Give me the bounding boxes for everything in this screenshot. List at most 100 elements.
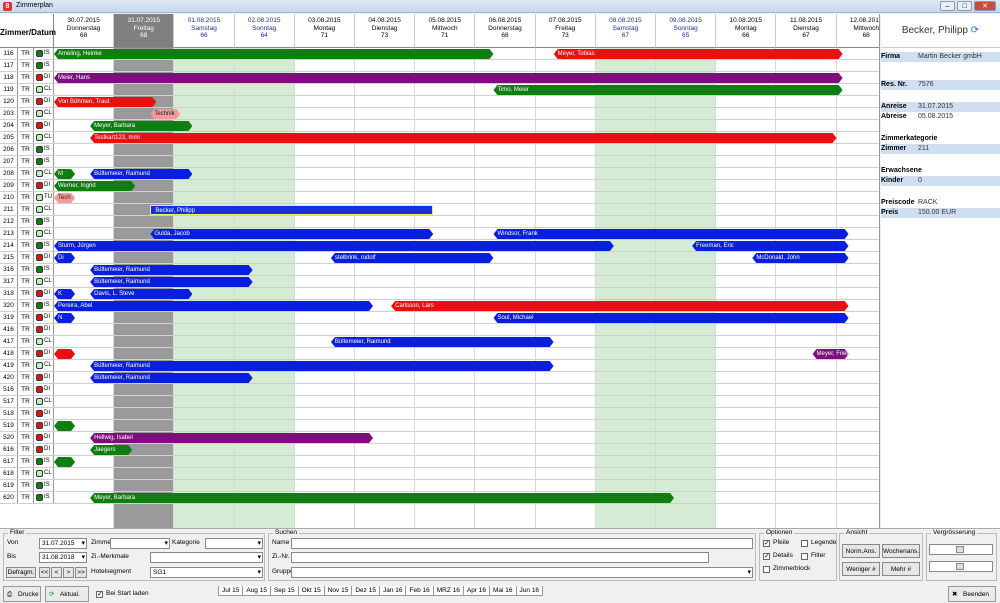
room-row[interactable]: 215 TR DI — [0, 252, 879, 264]
room-row[interactable]: 619 TR IS — [0, 480, 879, 492]
booking-bar[interactable]: Hellwig, Isabel — [90, 433, 373, 443]
booking-bar[interactable]: Soul, Michael — [493, 313, 848, 323]
zoom-slider-vertical[interactable] — [929, 561, 993, 572]
room-status[interactable]: IS — [34, 216, 54, 227]
room-row[interactable]: 204 TR DI — [0, 120, 879, 132]
month-tab[interactable]: Sep 15 — [269, 586, 299, 596]
room-row[interactable]: 420 TR DI — [0, 372, 879, 384]
filter-checkbox[interactable] — [801, 553, 808, 560]
booking-bar[interactable]: Sturm, Jürgen — [54, 241, 614, 251]
search-gruppe-select[interactable] — [291, 567, 753, 578]
booking-bar[interactable]: Freeman, Eric — [692, 241, 849, 251]
month-tab[interactable]: Aug 15 — [242, 586, 271, 596]
month-tab[interactable]: Apr 16 — [462, 586, 491, 596]
hotelsegment-select[interactable]: SG1 — [150, 567, 263, 578]
day-header[interactable]: 09.08.2015 Sonntag 65 — [656, 14, 717, 48]
room-status[interactable]: DI — [34, 348, 54, 359]
room-status[interactable]: IS — [34, 492, 54, 503]
room-row[interactable]: 518 TR DI — [0, 408, 879, 420]
room-status[interactable]: DI — [34, 432, 54, 443]
day-header[interactable]: 03.08.2015 Montag 71 — [294, 14, 355, 48]
room-row[interactable]: 618 TR CL — [0, 468, 879, 480]
room-row[interactable]: 620 TR IS — [0, 492, 879, 504]
defrag-button[interactable]: Defragm. — [6, 567, 36, 578]
pfeile-checkbox[interactable]: ✓ — [763, 540, 770, 547]
room-row[interactable]: 213 TR CL — [0, 228, 879, 240]
room-status[interactable]: CL — [34, 84, 54, 95]
booking-bar[interactable]: M — [54, 169, 75, 179]
room-row[interactable]: 318 TR DI — [0, 288, 879, 300]
room-row[interactable]: 117 TR IS — [0, 60, 879, 72]
month-tab[interactable]: Jan 16 — [378, 586, 407, 596]
room-status[interactable]: TU — [34, 192, 54, 203]
more-button[interactable]: Mehr # — [882, 562, 920, 576]
room-row[interactable]: 616 TR DI — [0, 444, 879, 456]
day-header[interactable]: 04.08.2015 Dienstag 73 — [355, 14, 416, 48]
kategorie-select[interactable] — [205, 538, 263, 549]
booking-bar[interactable]: Von Böhmen, Traut — [54, 97, 156, 107]
booking-bar[interactable]: Technik — [150, 109, 180, 119]
room-status[interactable]: CL — [34, 276, 54, 287]
room-status[interactable]: DI — [34, 312, 54, 323]
booking-bar[interactable]: stelbrink, rudolf — [331, 253, 494, 263]
room-status[interactable]: IS — [34, 300, 54, 311]
nav-first-button[interactable]: << — [39, 567, 50, 578]
room-status[interactable]: IS — [34, 156, 54, 167]
booking-bar[interactable]: McDonald, John — [752, 253, 848, 263]
booking-bar[interactable] — [54, 421, 75, 431]
room-row[interactable]: 416 TR DI — [0, 324, 879, 336]
month-tab[interactable]: Nov 15 — [323, 586, 353, 596]
booking-bar[interactable]: Davis, L. Steve — [90, 289, 192, 299]
room-row[interactable]: 118 TR DI — [0, 72, 879, 84]
booking-bar[interactable]: Timo, Meier — [493, 85, 842, 95]
booking-bar[interactable] — [54, 349, 75, 359]
booking-bar[interactable]: Werner, Ingrid — [54, 181, 135, 191]
room-row[interactable]: 211 TR CL — [0, 204, 879, 216]
von-date-picker[interactable]: 31.07.2015 — [39, 538, 87, 549]
search-name-input[interactable] — [291, 538, 753, 549]
booking-bar[interactable]: Tech — [54, 193, 75, 203]
month-tab[interactable]: Mai 16 — [489, 586, 517, 596]
booking-bar[interactable]: Becker, Philipp — [150, 205, 434, 215]
room-row[interactable]: 520 TR DI — [0, 432, 879, 444]
booking-bar[interactable]: Testkart123, mmi — [90, 133, 836, 143]
booking-bar[interactable]: Bültemeier, Raimund — [90, 265, 253, 275]
room-row[interactable]: 320 TR IS — [0, 300, 879, 312]
day-header[interactable]: 30.07.2015 Donnerstag 68 — [54, 14, 115, 48]
booking-bar[interactable]: Jaegers — [90, 445, 132, 455]
room-status[interactable]: IS — [34, 264, 54, 275]
legende-checkbox[interactable] — [801, 540, 808, 547]
day-header[interactable]: 31.07.2015 Freitag 68 — [114, 14, 175, 48]
booking-bar[interactable]: Bültemeier, Raimund — [90, 373, 253, 383]
room-status[interactable]: IS — [34, 240, 54, 251]
booking-bar[interactable]: Bültemeier, Raimund — [90, 277, 253, 287]
booking-bar[interactable]: Windsor, Frank — [493, 229, 848, 239]
booking-bar[interactable]: Meyer, Friedheim — [813, 349, 849, 359]
booking-bar[interactable]: N — [54, 313, 75, 323]
room-status[interactable]: DI — [34, 180, 54, 191]
room-status[interactable]: DI — [34, 384, 54, 395]
booking-bar[interactable]: Meier, Hans — [54, 73, 843, 83]
room-row[interactable]: 316 TR IS — [0, 264, 879, 276]
room-status[interactable]: DI — [34, 324, 54, 335]
room-row[interactable]: 205 TR CL — [0, 132, 879, 144]
refresh-icon[interactable]: ⟳ — [970, 25, 980, 36]
booking-bar[interactable]: K — [54, 289, 75, 299]
room-status[interactable]: CL — [34, 132, 54, 143]
room-status[interactable]: CL — [34, 168, 54, 179]
room-row[interactable]: 212 TR IS — [0, 216, 879, 228]
room-status[interactable]: CL — [34, 468, 54, 479]
month-tab[interactable]: Jun 16 — [515, 586, 544, 596]
week-view-button[interactable]: Wochenans. — [882, 544, 920, 558]
merkmale-select[interactable] — [150, 552, 263, 563]
booking-bar[interactable]: Pereira, Abel — [54, 301, 373, 311]
room-status[interactable]: DI — [34, 420, 54, 431]
close-button[interactable]: ✕ — [974, 1, 996, 11]
room-row[interactable]: 207 TR IS — [0, 156, 879, 168]
day-header[interactable]: 11.08.2015 Dienstag 67 — [776, 14, 837, 48]
booking-bar[interactable]: Ameling, Heinke — [54, 49, 493, 59]
room-row[interactable]: 617 TR IS — [0, 456, 879, 468]
room-status[interactable]: CL — [34, 396, 54, 407]
room-status[interactable]: IS — [34, 48, 54, 59]
booking-bar[interactable]: Bültemeier, Raimund — [331, 337, 554, 347]
